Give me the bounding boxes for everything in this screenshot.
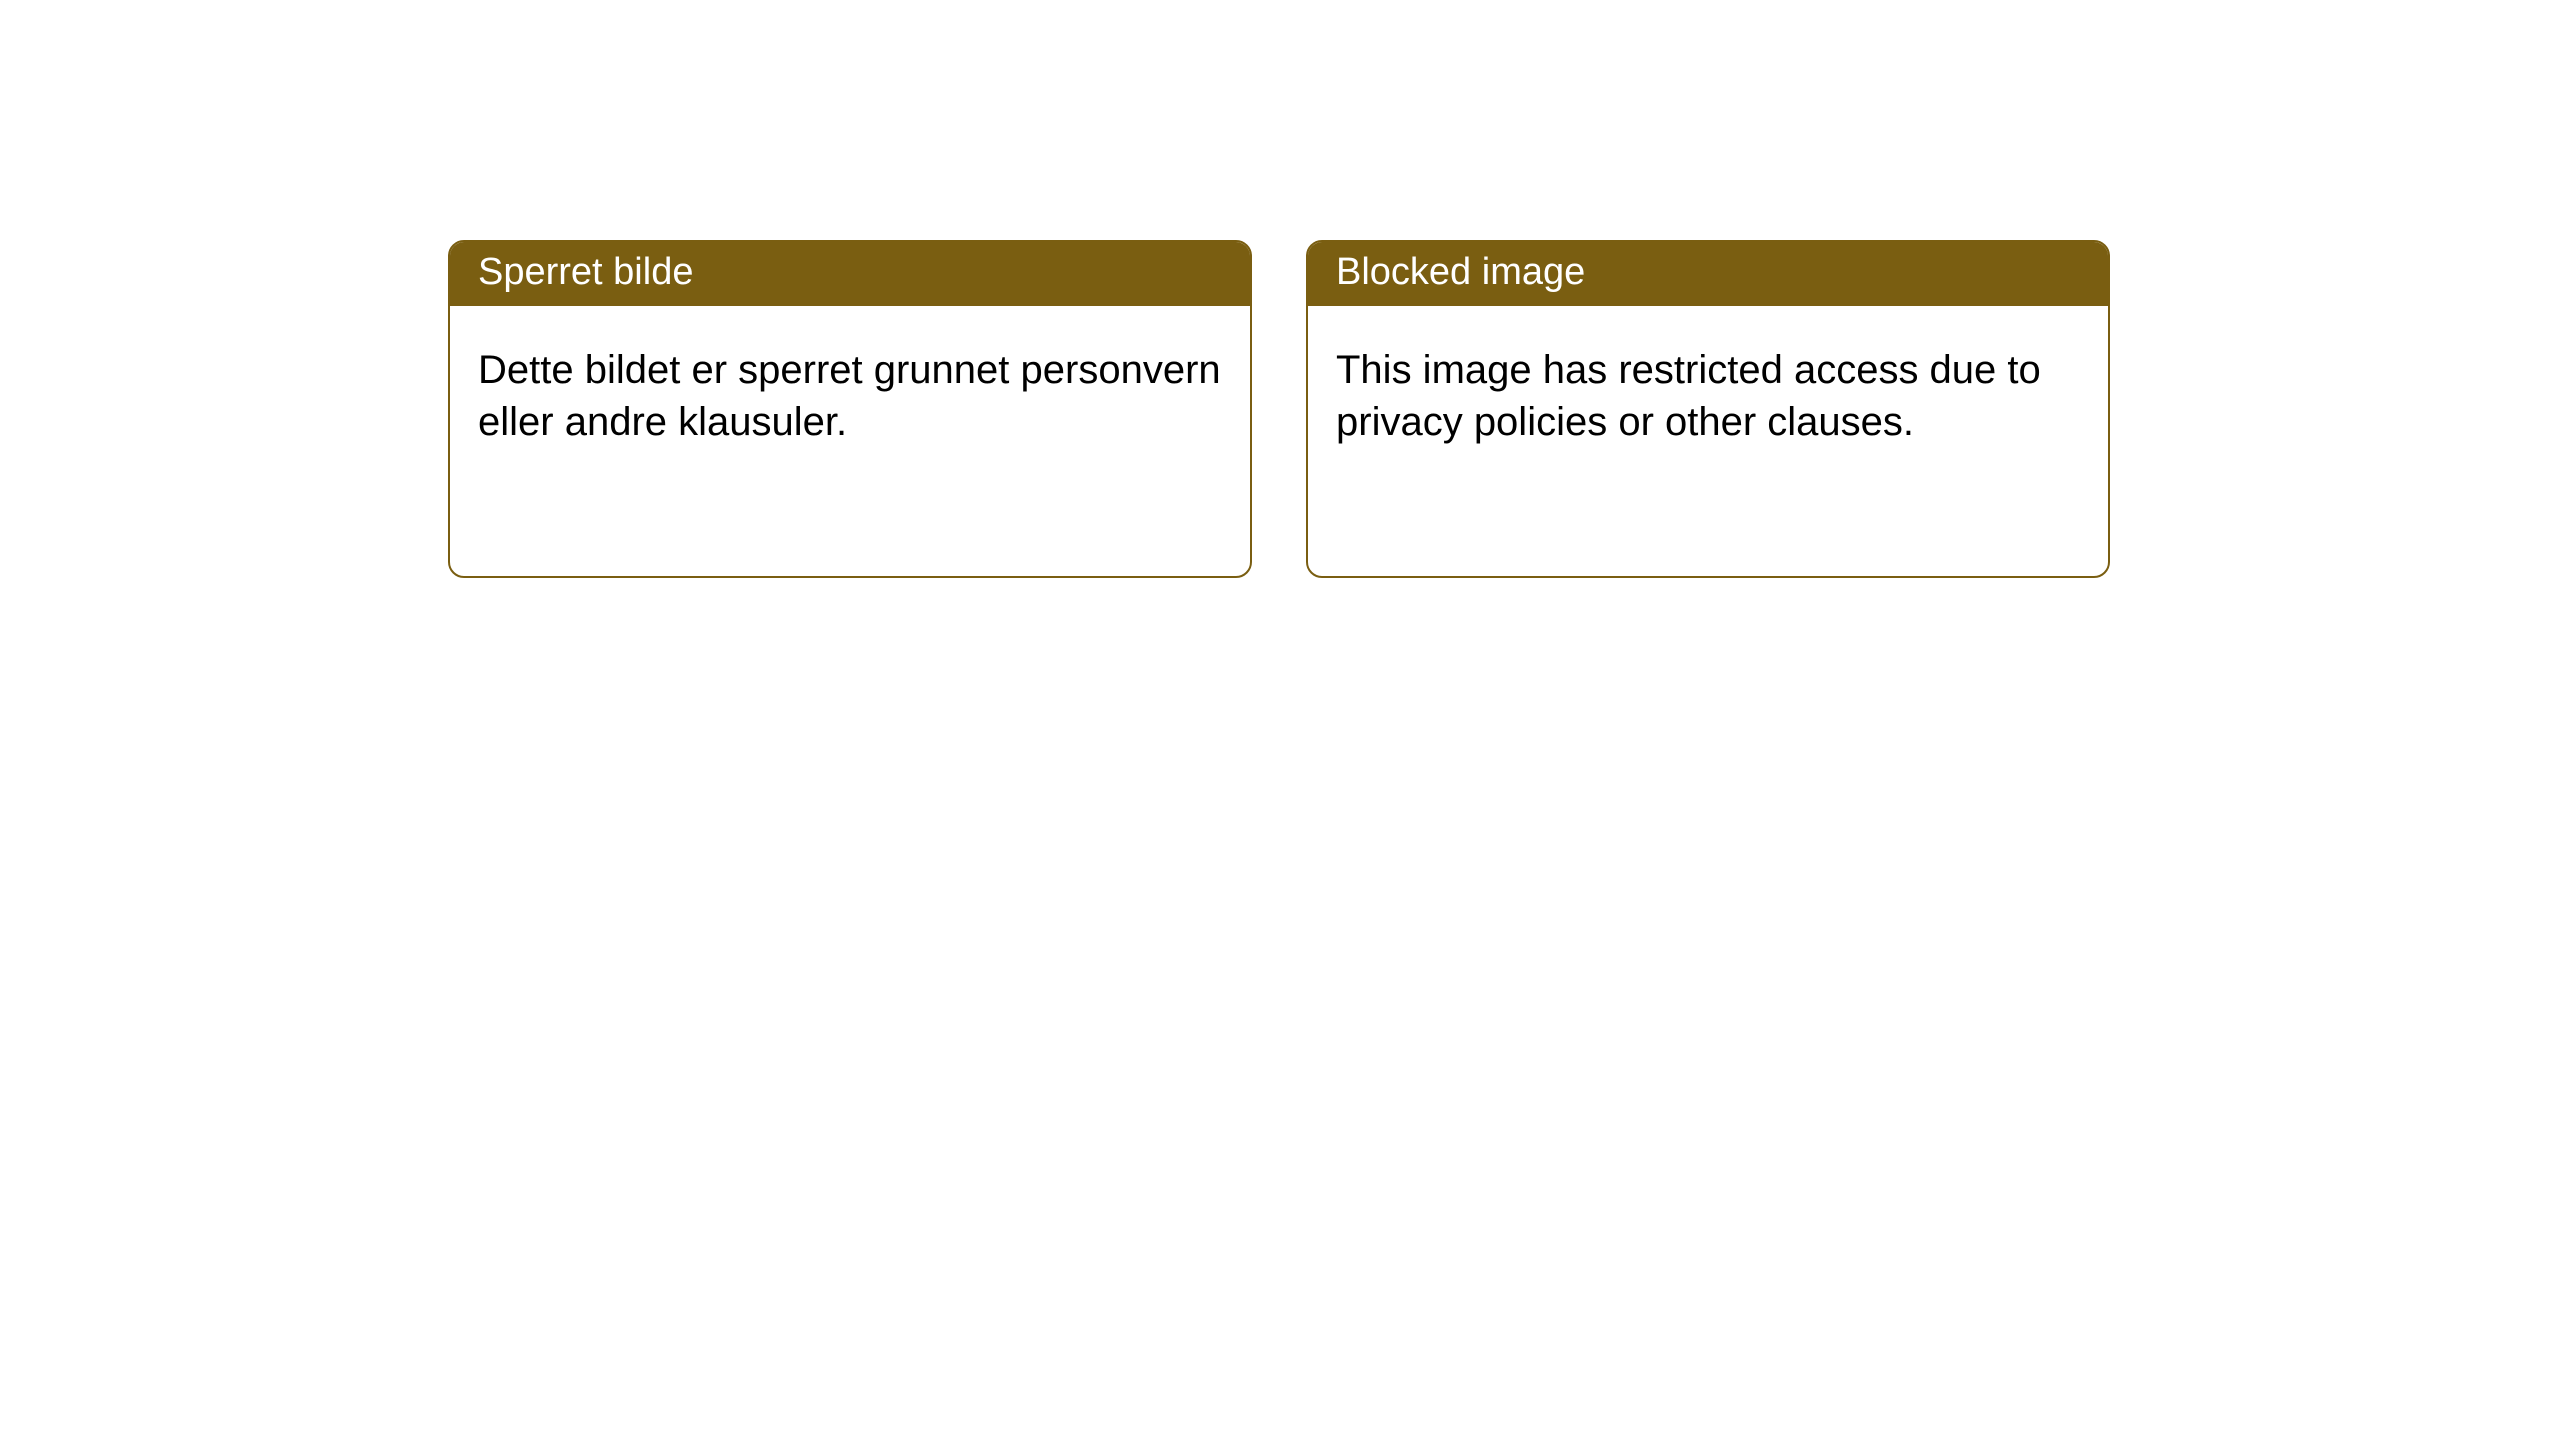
card-header: Blocked image <box>1308 242 2108 306</box>
card-header-text: Sperret bilde <box>478 251 693 293</box>
notice-container: Sperret bilde Dette bildet er sperret gr… <box>0 0 2560 578</box>
card-header: Sperret bilde <box>450 242 1250 306</box>
notice-card-norwegian: Sperret bilde Dette bildet er sperret gr… <box>448 240 1252 578</box>
card-body-text: Dette bildet er sperret grunnet personve… <box>478 348 1221 444</box>
card-body-text: This image has restricted access due to … <box>1336 348 2041 444</box>
notice-card-english: Blocked image This image has restricted … <box>1306 240 2110 578</box>
card-header-text: Blocked image <box>1336 251 1585 293</box>
card-body: This image has restricted access due to … <box>1308 306 2108 476</box>
card-body: Dette bildet er sperret grunnet personve… <box>450 306 1250 476</box>
